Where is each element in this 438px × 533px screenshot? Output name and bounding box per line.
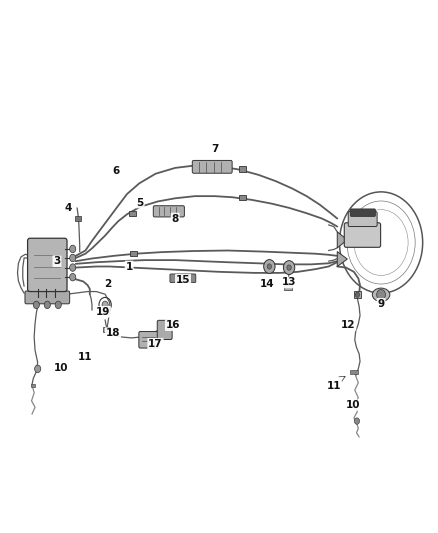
Text: 17: 17 (148, 339, 163, 349)
Text: 11: 11 (326, 382, 341, 391)
Text: 10: 10 (54, 363, 69, 373)
FancyBboxPatch shape (348, 212, 377, 227)
Circle shape (55, 301, 61, 309)
Text: 13: 13 (282, 278, 297, 287)
Ellipse shape (372, 288, 390, 302)
FancyBboxPatch shape (350, 209, 375, 216)
Text: 15: 15 (176, 275, 191, 285)
FancyBboxPatch shape (344, 223, 381, 247)
Circle shape (287, 265, 291, 270)
Bar (284, 285, 292, 290)
Bar (129, 211, 136, 216)
Circle shape (267, 264, 272, 269)
FancyBboxPatch shape (153, 206, 184, 217)
Circle shape (264, 260, 275, 273)
Circle shape (70, 264, 76, 271)
FancyBboxPatch shape (192, 160, 232, 173)
FancyBboxPatch shape (170, 274, 196, 282)
Bar (75, 216, 81, 221)
FancyBboxPatch shape (25, 291, 70, 304)
Text: 8: 8 (172, 214, 179, 223)
Circle shape (70, 254, 76, 262)
Circle shape (354, 418, 360, 424)
Circle shape (377, 289, 385, 300)
Text: 10: 10 (345, 400, 360, 410)
Circle shape (70, 245, 76, 253)
Text: 5: 5 (137, 198, 144, 207)
Polygon shape (337, 232, 347, 248)
Bar (130, 251, 137, 256)
Text: 19: 19 (96, 307, 110, 317)
Text: 6: 6 (113, 166, 120, 175)
Bar (350, 370, 358, 374)
Text: 4: 4 (64, 203, 71, 213)
Text: 11: 11 (78, 352, 93, 362)
Circle shape (44, 301, 50, 309)
Circle shape (102, 301, 108, 309)
Circle shape (33, 301, 39, 309)
Bar (239, 166, 246, 172)
Text: 7: 7 (211, 144, 218, 154)
Circle shape (355, 292, 360, 297)
Bar (239, 195, 246, 200)
Text: 3: 3 (53, 256, 60, 266)
FancyBboxPatch shape (157, 320, 172, 340)
Text: 2: 2 (104, 279, 111, 288)
FancyBboxPatch shape (28, 238, 67, 292)
Circle shape (35, 365, 41, 373)
Bar (103, 327, 110, 332)
Text: 9: 9 (378, 299, 385, 309)
Text: 16: 16 (166, 320, 180, 330)
Text: 18: 18 (106, 328, 120, 338)
Circle shape (70, 273, 76, 281)
Text: 14: 14 (260, 279, 275, 288)
Polygon shape (337, 252, 347, 266)
Circle shape (283, 261, 295, 274)
Text: 12: 12 (341, 320, 356, 330)
Bar (31, 384, 35, 387)
FancyBboxPatch shape (139, 332, 159, 348)
Text: 1: 1 (126, 262, 133, 271)
Bar (354, 291, 361, 298)
